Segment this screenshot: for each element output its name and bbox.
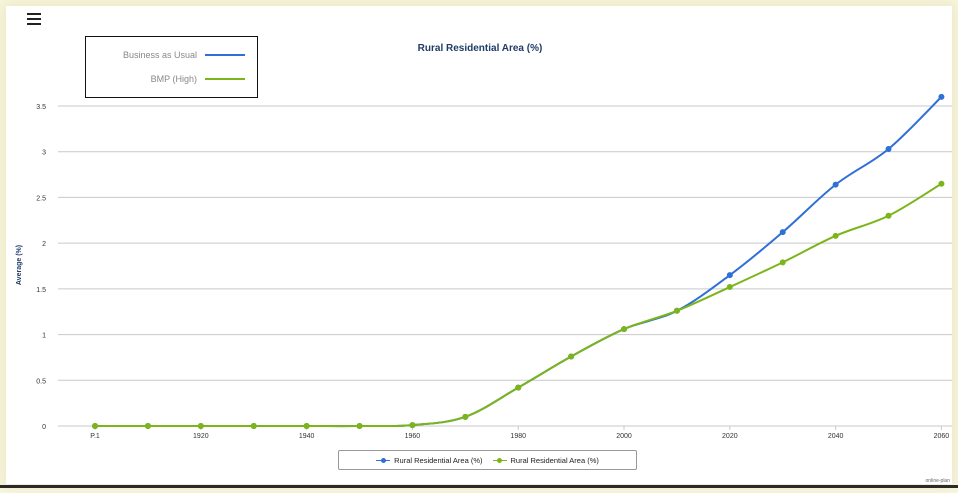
x-tick-label: 1980 (510, 433, 526, 440)
y-tick-label: 1.5 (36, 287, 46, 294)
data-point-business-as-usual (832, 181, 839, 188)
data-point-bmp-high (250, 423, 257, 429)
legend-item-business-as-usual[interactable]: Business as Usual (123, 50, 245, 60)
x-tick-label: 2060 (934, 433, 950, 440)
y-tick-label: 3 (42, 150, 46, 157)
hamburger-menu-icon[interactable] (27, 13, 41, 25)
x-tick-label: 2020 (722, 433, 738, 440)
data-point-bmp-high (726, 284, 733, 291)
x-tick-label: 1960 (405, 433, 421, 440)
x-tick-label: 2000 (616, 433, 632, 440)
x-tick-label: P.1 (90, 433, 100, 440)
legend-label: BMP (High) (150, 74, 197, 84)
data-point-business-as-usual (726, 272, 733, 279)
data-point-bmp-high (515, 384, 522, 391)
data-point-bmp-high (303, 423, 310, 429)
chart-legend: Business as Usual BMP (High) (85, 36, 258, 98)
data-point-bmp-high (568, 353, 575, 360)
y-tick-label: 2.5 (36, 195, 46, 202)
data-point-business-as-usual (938, 93, 945, 100)
bottom-divider (0, 485, 958, 488)
data-point-business-as-usual (885, 145, 892, 152)
series-line-business-as-usual (95, 96, 943, 428)
legend-swatch-green (205, 78, 245, 80)
data-point-bmp-high (832, 232, 839, 239)
data-point-business-as-usual (779, 229, 786, 236)
series-marker-icon (492, 457, 507, 463)
data-point-bmp-high (144, 423, 151, 429)
data-point-bmp-high (197, 423, 204, 429)
data-point-bmp-high (409, 422, 416, 429)
y-tick-label: 2 (42, 241, 46, 248)
y-tick-label: 0.5 (36, 378, 46, 385)
series-legend-item-green[interactable]: Rural Residential Area (%) (492, 455, 599, 465)
legend-label: Business as Usual (122, 50, 197, 60)
y-tick-label: 1 (42, 333, 46, 340)
data-point-bmp-high (92, 423, 99, 429)
series-marker-icon (376, 457, 391, 463)
y-tick-label: 0 (42, 424, 46, 431)
data-point-bmp-high (356, 423, 363, 429)
x-tick-label: 1940 (299, 433, 315, 440)
x-tick-label: 1920 (193, 433, 209, 440)
y-axis-label: Average (%) (16, 245, 23, 285)
x-tick-label: 2040 (828, 433, 844, 440)
series-legend: Rural Residential Area (%) Rural Residen… (338, 450, 637, 470)
data-point-bmp-high (938, 180, 945, 187)
data-point-bmp-high (885, 212, 892, 219)
series-legend-item-blue[interactable]: Rural Residential Area (%) (376, 455, 483, 465)
credit-text: online-plan (925, 478, 950, 484)
data-point-bmp-high (462, 413, 469, 420)
series-legend-label: Rural Residential Area (%) (394, 455, 483, 465)
legend-swatch-blue (205, 54, 245, 56)
data-point-bmp-high (673, 307, 680, 314)
chart-title: Rural Residential Area (%) (417, 43, 543, 54)
data-point-bmp-high (621, 326, 628, 333)
data-point-bmp-high (779, 259, 786, 266)
legend-item-bmp-high[interactable]: BMP (High) (151, 74, 245, 84)
y-tick-label: 3.5 (36, 104, 46, 111)
series-legend-label: Rural Residential Area (%) (510, 455, 599, 465)
